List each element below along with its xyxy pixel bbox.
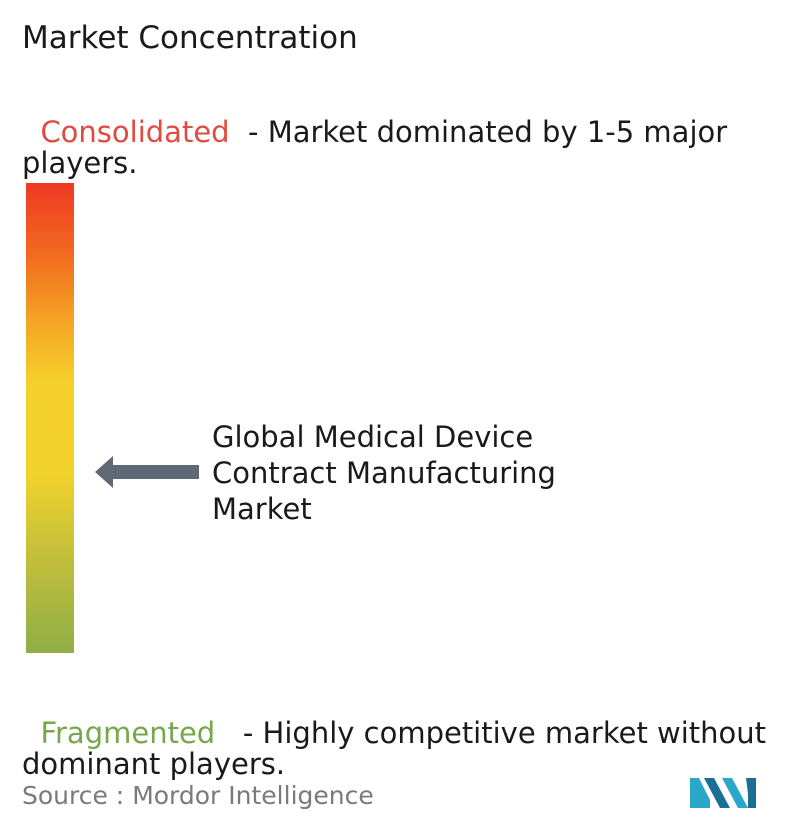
source-credit: Source : Mordor Intelligence [22,781,374,811]
concentration-scale-bar [26,183,74,653]
fragmented-legend: Fragmented - Highly competitive market w… [22,687,782,780]
consolidated-legend: Consolidated - Market dominated by 1-5 m… [22,86,782,179]
source-name: Mordor Intelligence [132,781,374,810]
mordor-intelligence-logo-icon [690,778,756,808]
consolidated-label: Consolidated [40,115,230,149]
consolidated-description: - Market dominated by 1-5 major players. [22,115,737,180]
fragmented-label: Fragmented [40,716,216,750]
source-prefix: Source : [22,781,133,810]
chart-title: Market Concentration [22,20,358,56]
market-position-arrow-icon [95,456,199,488]
market-name-label: Global Medical Device Contract Manufactu… [212,420,556,526]
fragmented-description: - Highly competitive market without domi… [22,716,776,781]
